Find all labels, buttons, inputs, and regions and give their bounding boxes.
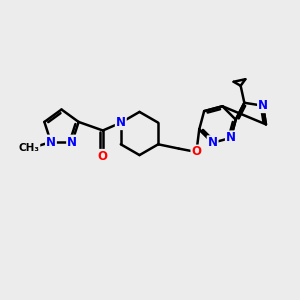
- Text: N: N: [67, 136, 77, 148]
- Text: CH₃: CH₃: [18, 143, 39, 153]
- Text: N: N: [116, 116, 126, 129]
- Text: N: N: [46, 136, 56, 148]
- Text: N: N: [258, 99, 268, 112]
- Text: N: N: [208, 136, 218, 149]
- Text: N: N: [226, 131, 236, 144]
- Text: O: O: [191, 146, 201, 158]
- Text: O: O: [98, 150, 108, 163]
